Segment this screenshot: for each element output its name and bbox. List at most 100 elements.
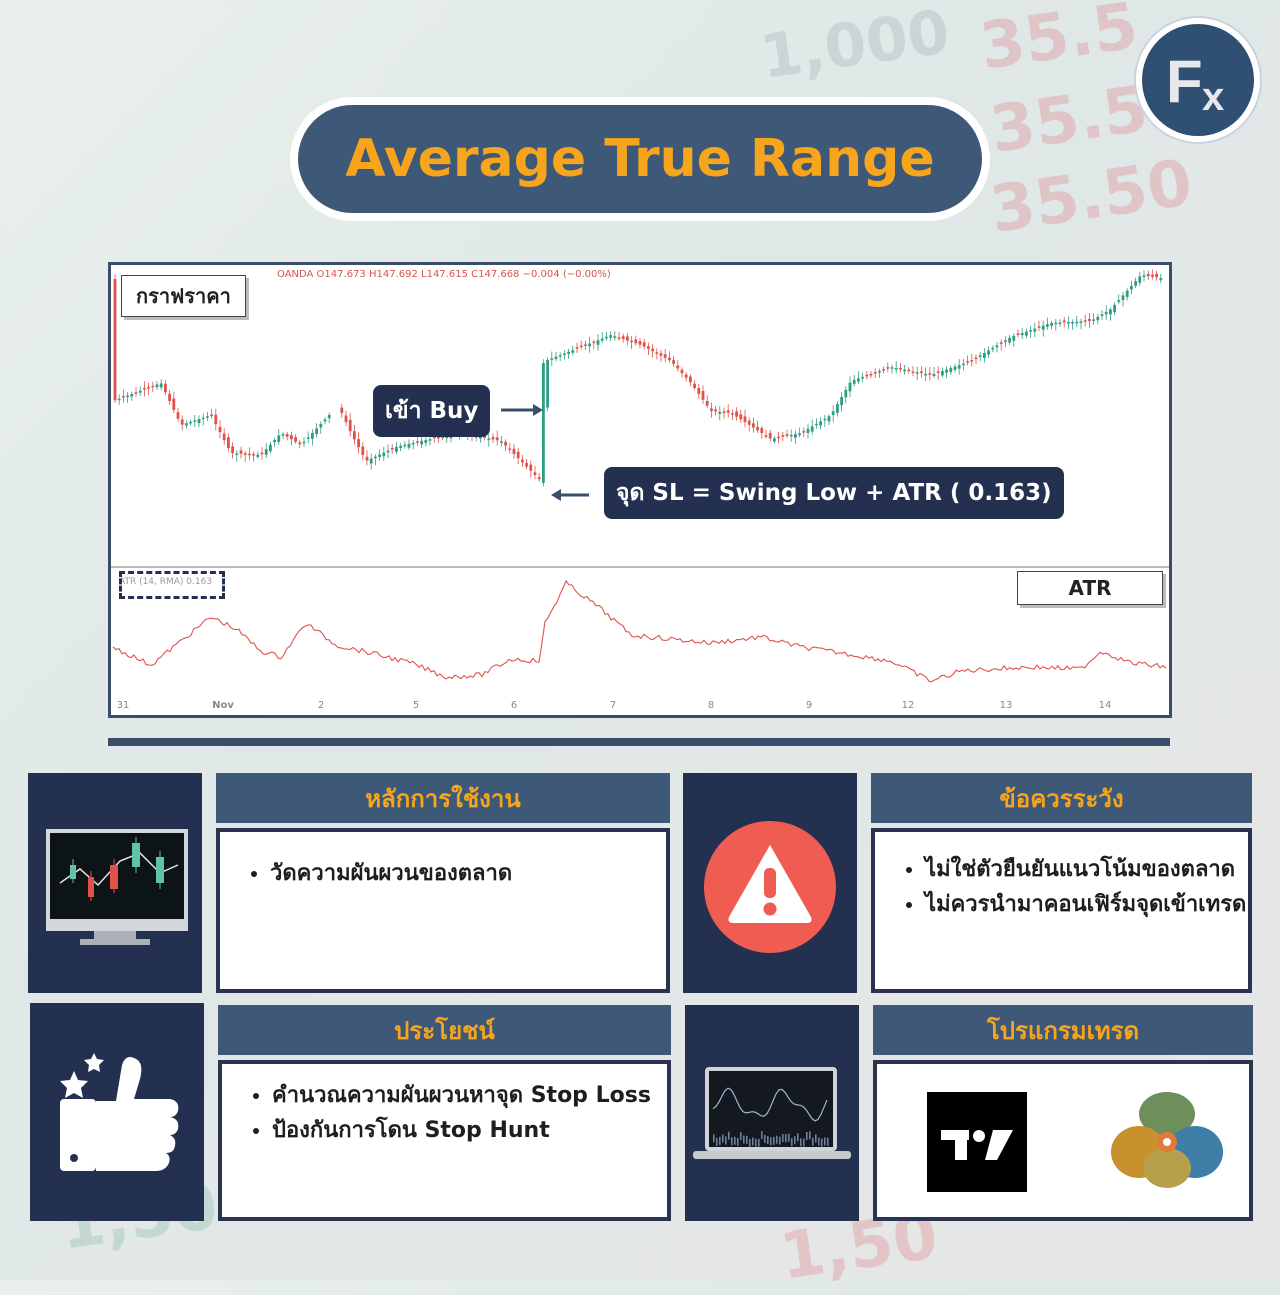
atr-line — [112, 579, 1167, 683]
candle-body — [647, 346, 650, 349]
candle-body — [1079, 321, 1083, 323]
candle-body — [714, 409, 717, 412]
candle-body — [768, 432, 772, 439]
candle-body — [848, 382, 852, 392]
candle-body — [537, 477, 541, 480]
candle-body — [953, 366, 957, 370]
candle-body — [882, 369, 885, 371]
candle-body — [315, 428, 318, 435]
candle-body — [554, 356, 558, 360]
candle-body — [185, 423, 188, 426]
candle-body — [642, 342, 646, 347]
candle-body — [201, 417, 205, 420]
laptop-volume-bar — [755, 1138, 757, 1147]
candle-body — [617, 337, 621, 339]
candle-body — [756, 426, 759, 431]
candle-body — [210, 414, 213, 417]
laptop-volume-bar — [773, 1137, 775, 1145]
candle-body — [747, 420, 751, 425]
candle-body — [924, 373, 927, 376]
candle-body — [542, 363, 545, 483]
candle-body — [365, 456, 369, 461]
monitor-chart-icon — [46, 829, 188, 945]
candle-body — [777, 436, 780, 439]
candle-body — [802, 431, 806, 433]
x-tick-label: 13 — [1000, 700, 1013, 711]
candle-body — [348, 419, 352, 432]
program-panel — [873, 1060, 1253, 1221]
usage-header: หลักการใช้งาน — [216, 773, 670, 823]
caution-item: ไม่ควรนำมาคอนเฟิร์มจุดเข้าเทรด — [925, 887, 1248, 922]
candle-body — [353, 431, 356, 440]
candle-body — [239, 450, 243, 454]
laptop-volume-bar — [827, 1137, 829, 1146]
laptop-volume-bar — [815, 1134, 817, 1143]
candle-body — [1025, 331, 1028, 336]
candle-body — [214, 414, 218, 425]
benefit-item: ป้องกันการโดน Stop Hunt — [272, 1113, 667, 1148]
candle-body — [609, 335, 612, 338]
candle-body — [277, 435, 281, 443]
x-tick-label: 5 — [413, 700, 419, 711]
atr-highlight-box — [119, 571, 225, 599]
candle-body — [487, 438, 491, 441]
candle-body — [197, 419, 201, 424]
candle-body — [1058, 322, 1062, 325]
candle-body — [1037, 326, 1041, 328]
benefit-panel: คำนวณความผันผวนหาจุด Stop Loss ป้องกันกา… — [218, 1060, 671, 1221]
candle-body — [1138, 276, 1142, 283]
candle-body — [193, 420, 197, 422]
laptop-volume-bar — [785, 1134, 787, 1143]
candle-body — [403, 444, 407, 447]
candle-body — [600, 338, 604, 341]
candle-body — [987, 350, 990, 355]
candle-body — [928, 373, 932, 375]
candle-body — [676, 365, 680, 369]
x-tick-label: 7 — [610, 700, 616, 711]
caution-header: ข้อควรระวัง — [871, 773, 1252, 823]
candle-body — [126, 395, 129, 398]
candle-body — [827, 416, 831, 422]
candle-body — [584, 344, 587, 346]
candle-body — [155, 384, 159, 388]
candle-body — [1092, 319, 1095, 321]
candle-body — [970, 359, 974, 362]
thumbs-up-icon — [60, 1053, 179, 1171]
candle-body — [903, 369, 906, 372]
candle-body — [638, 341, 642, 345]
candle-body — [441, 436, 444, 439]
candle-body — [1075, 321, 1079, 324]
candle-body — [1146, 273, 1150, 277]
laptop-volume-bar — [713, 1134, 715, 1143]
candle-body — [563, 353, 566, 355]
candle-body — [974, 357, 978, 360]
candle-body — [231, 446, 234, 454]
candle-body — [147, 386, 150, 389]
candle-body — [248, 453, 251, 456]
candle-body — [1125, 290, 1129, 297]
candle-body — [596, 340, 600, 345]
candle-body — [655, 352, 659, 354]
chart-canvas: 31 Nov 2 5 6 7 8 9 12 13 14 — [111, 269, 1169, 711]
candle-body — [227, 437, 230, 449]
candle-body — [1096, 316, 1100, 321]
candle-body — [705, 401, 709, 406]
candle-body — [911, 371, 915, 373]
laptop-volume-bar — [803, 1138, 805, 1147]
candle-body — [113, 278, 117, 401]
laptop-volume-bar — [776, 1135, 778, 1144]
candle-body — [731, 413, 734, 415]
usage-icon-tile — [28, 773, 202, 993]
laptop-volume-bar — [725, 1136, 727, 1145]
candle-body — [701, 391, 705, 400]
program-icon-tile — [685, 1005, 859, 1221]
candle-body — [773, 438, 776, 442]
candle-body — [1067, 322, 1070, 324]
candle-body — [663, 354, 667, 358]
candle-body — [936, 371, 940, 374]
candle-body — [306, 437, 310, 439]
candle-body — [693, 383, 696, 389]
laptop-volume-bar — [767, 1136, 769, 1145]
laptop-volume-bar — [743, 1135, 745, 1144]
x-tick-label: 14 — [1099, 700, 1112, 711]
